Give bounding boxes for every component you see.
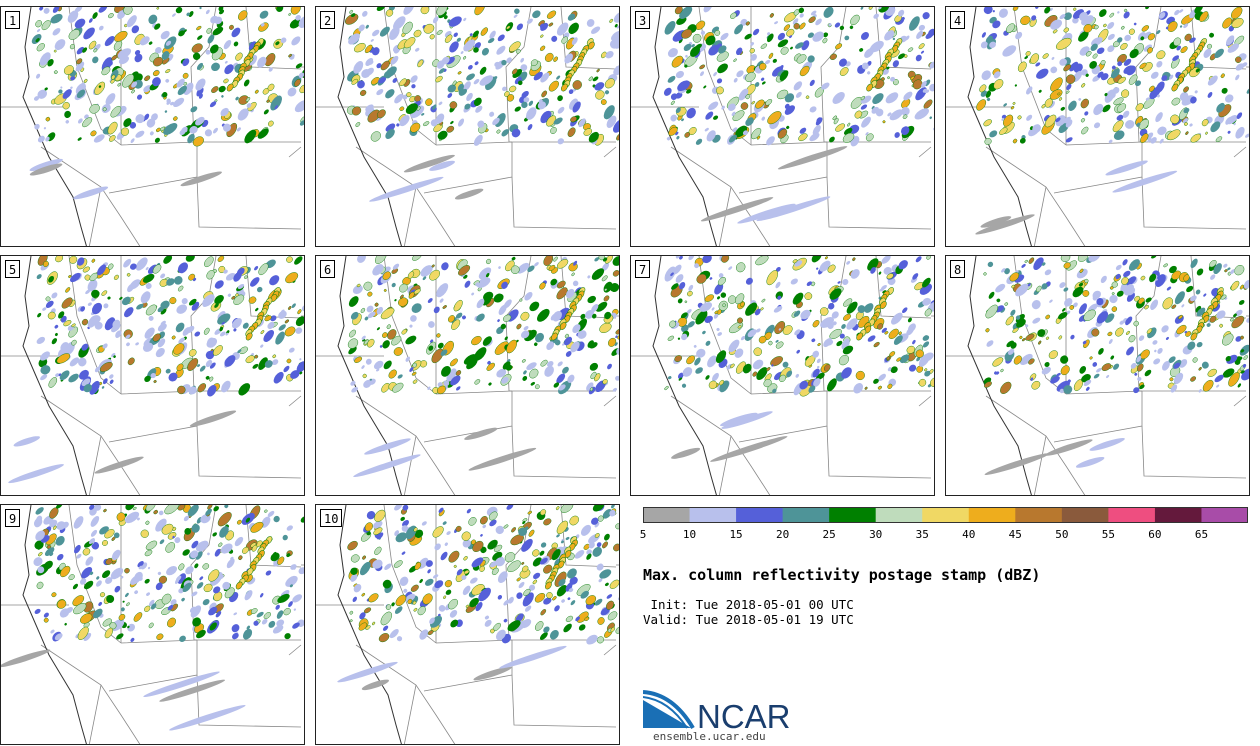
panel-number-label: 4 (950, 11, 966, 29)
init-time: Init: Tue 2018-05-01 00 UTC (643, 597, 854, 612)
member-panel-1: 1 (0, 6, 305, 247)
colorbar-segment (1015, 507, 1063, 523)
colorbar-tick-label: 35 (915, 528, 929, 541)
colorbar-tick-label: 10 (682, 528, 697, 541)
member-panel-5: 5 (0, 255, 305, 496)
member-panel-3: 3 (630, 6, 935, 247)
member-panel-10: 10 (315, 504, 620, 745)
reflectivity-map (1, 505, 304, 744)
logo-wave-icon (643, 700, 691, 728)
reflectivity-map (631, 256, 934, 495)
colorbar (643, 507, 1248, 523)
ncar-logo: NCAR (642, 688, 793, 735)
colorbar-tick-label: 50 (1055, 528, 1069, 541)
website-url: ensemble.ucar.edu (653, 730, 766, 743)
reflectivity-map (631, 7, 934, 246)
colorbar-tick-label: 15 (729, 528, 743, 541)
colorbar-segment (829, 507, 877, 523)
colorbar-tick-label: 25 (822, 528, 836, 541)
panel-number-label: 10 (320, 509, 343, 527)
member-panel-7: 7 (630, 255, 935, 496)
panel-number-label: 9 (5, 509, 21, 527)
colorbar-segment (643, 507, 691, 523)
panel-number-label: 6 (320, 260, 336, 278)
reflectivity-map (1, 256, 304, 495)
colorbar-segment (968, 507, 1016, 523)
colorbar-tick-label: 40 (962, 528, 976, 541)
panel-number-label: 1 (5, 11, 21, 29)
colorbar-segment (875, 507, 923, 523)
panel-number-label: 2 (320, 11, 336, 29)
colorbar-ticks: 5 10 15 20 25 30 35 40 45 50 55 60 65 (639, 528, 1248, 542)
colorbar-tick-label: 45 (1008, 528, 1022, 541)
reflectivity-map (316, 7, 619, 246)
colorbar-segment (922, 507, 970, 523)
colorbar-segment (736, 507, 784, 523)
colorbar-segment (1061, 507, 1109, 523)
colorbar-segment (1201, 507, 1248, 523)
member-panel-6: 6 (315, 255, 620, 496)
valid-time: Valid: Tue 2018-05-01 19 UTC (643, 612, 854, 627)
member-panel-4: 4 (945, 6, 1250, 247)
colorbar-tick-label: 20 (775, 528, 790, 541)
member-panel-2: 2 (315, 6, 620, 247)
colorbar-segment (1154, 507, 1202, 523)
panel-number-label: 5 (5, 260, 21, 278)
colorbar-tick-label: 30 (869, 528, 883, 541)
panel-number-label: 3 (635, 11, 651, 29)
logo-text: NCAR (697, 698, 791, 733)
member-panel-9: 9 (0, 504, 305, 745)
panel-number-label: 8 (950, 260, 966, 278)
colorbar-segment (782, 507, 830, 523)
chart-title: Max. column reflectivity postage stamp (… (643, 566, 1041, 584)
reflectivity-map (316, 256, 619, 495)
reflectivity-map (1, 7, 304, 246)
reflectivity-map (316, 505, 619, 744)
colorbar-tick-label: 65 (1194, 528, 1209, 541)
reflectivity-map (946, 256, 1249, 495)
reflectivity-map (946, 7, 1249, 246)
colorbar-tick-label: 55 (1101, 528, 1115, 541)
colorbar-segment (689, 507, 737, 523)
panel-number-label: 7 (635, 260, 651, 278)
colorbar-tick-label: 5 (639, 528, 647, 541)
colorbar-tick-label: 60 (1148, 528, 1162, 541)
member-panel-8: 8 (945, 255, 1250, 496)
colorbar-segment (1108, 507, 1156, 523)
